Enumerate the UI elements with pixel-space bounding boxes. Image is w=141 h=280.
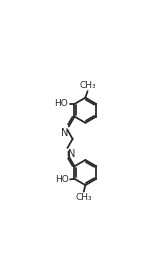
Text: HO: HO — [54, 99, 68, 108]
Text: N: N — [61, 128, 68, 137]
Text: CH₃: CH₃ — [75, 193, 92, 202]
Text: CH₃: CH₃ — [80, 81, 96, 90]
Text: HO: HO — [55, 175, 69, 184]
Text: N: N — [68, 149, 75, 159]
